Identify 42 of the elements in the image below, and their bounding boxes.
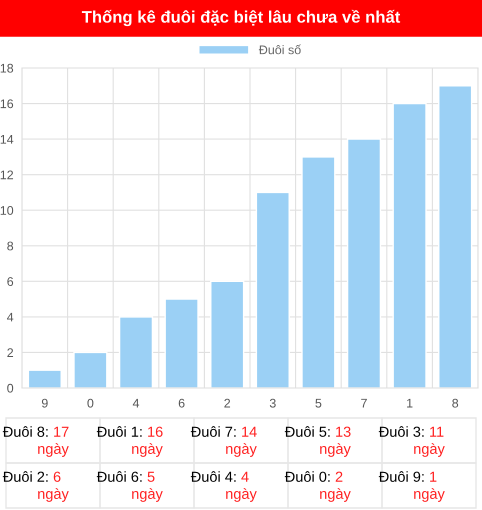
text: Đuôi 3: 11 ngày — [378, 426, 445, 457]
chart-title: Thống kê đuôi đặc biệt lâu chưa về nhất — [82, 10, 400, 26]
y-tick-label: 18 — [0, 64, 14, 73]
bar — [73, 352, 108, 388]
y-tick-label: 10 — [0, 206, 14, 215]
bar — [164, 298, 199, 388]
x-tick-label: 8 — [452, 398, 458, 408]
x-tick-label: 6 — [178, 398, 185, 408]
y-tick-label: 16 — [0, 99, 14, 108]
y-tick-label: 14 — [0, 135, 14, 144]
text: Đuôi 4: 4 ngày — [190, 471, 257, 502]
x-tick-label: 1 — [407, 398, 412, 408]
text: Đuôi 9: 1 ngày — [378, 471, 445, 502]
text: Đuôi 6: 5 ngày — [96, 471, 163, 502]
legend-label: Đuôi số — [258, 44, 301, 54]
text: Đuôi 7: 14 ngày — [190, 426, 257, 457]
text: Đuôi 8: 17 ngày — [2, 426, 69, 457]
bar — [118, 316, 154, 388]
text: Đuôi 1: 16 ngày — [96, 426, 163, 457]
x-tick-label: 9 — [42, 398, 48, 408]
bar — [346, 138, 382, 388]
y-tick-label: 6 — [7, 277, 14, 286]
bar — [256, 192, 290, 388]
y-tick-label: 8 — [7, 242, 14, 250]
y-tick-label: 0 — [7, 384, 14, 393]
bar — [210, 280, 244, 388]
x-tick-label: 4 — [132, 398, 140, 408]
y-tick-label: 12 — [0, 170, 14, 180]
x-tick-label: 0 — [87, 398, 94, 408]
x-tick-label: 7 — [361, 398, 367, 408]
bar — [301, 156, 336, 388]
text: Đuôi 5: 13 ngày — [284, 426, 351, 457]
x-tick-label: 2 — [224, 398, 230, 408]
x-tick-label: 3 — [270, 398, 276, 408]
bar — [392, 102, 427, 388]
text: Đuôi 2: 6 ngày — [2, 471, 69, 502]
x-tick-label: 5 — [315, 398, 322, 408]
y-tick-label: 2 — [7, 348, 14, 357]
bar — [28, 370, 62, 388]
bar — [438, 85, 472, 388]
y-tick-label: 4 — [7, 312, 14, 322]
text: Đuôi 0: 2 ngày — [284, 471, 351, 502]
